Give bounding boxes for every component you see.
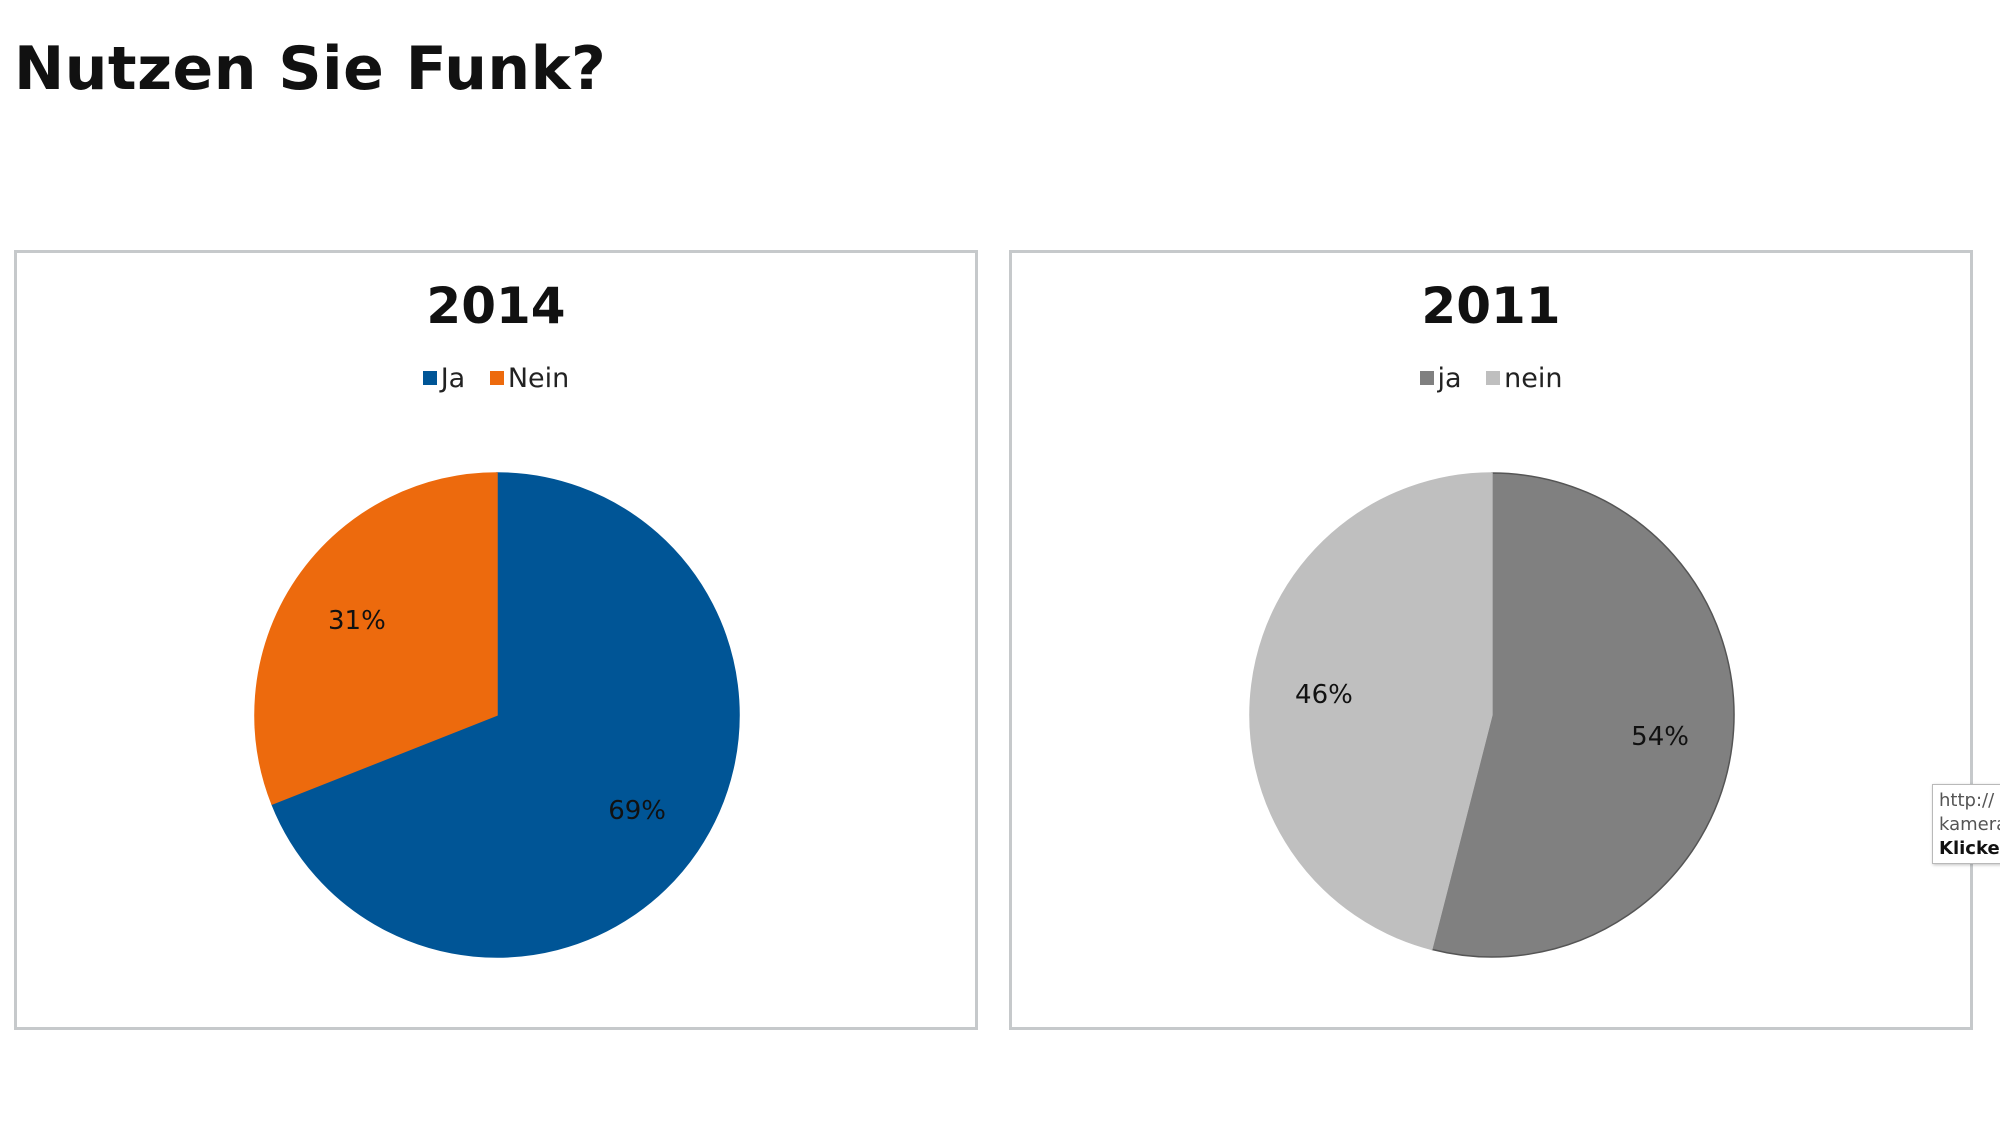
chart-panel-2014: 2014 Ja Nein 69% 31% [14,250,978,1030]
pie-slice-nein [254,472,498,806]
data-label-ja: 69% [608,796,666,826]
data-label-nein: 46% [1295,680,1353,710]
tooltip-line: Klicken [1939,838,2000,859]
legend-item-ja: ja [1419,363,1462,394]
pie-chart-2014: 69% 31% [254,472,740,958]
legend-item-ja: Ja [422,363,466,394]
tooltip-line: kamera [1939,814,2000,835]
link-tooltip: http:// kamera Klicken [1932,784,2000,864]
legend-swatch-icon [1419,370,1434,385]
legend-label: Ja [440,363,466,394]
legend-label: Nein [507,363,570,394]
chart-legend: ja nein [1012,363,1970,394]
pie-slice-ja [271,472,740,958]
data-label-ja: 54% [1631,722,1689,752]
legend-label: nein [1504,363,1563,394]
chart-title: 2014 [426,277,566,335]
legend-item-nein: nein [1486,363,1562,394]
pie-slice-ja [1430,472,1735,958]
pie-chart-2011: 54% 46% [1249,472,1735,958]
tooltip-line: http:// [1939,790,1995,811]
chart-legend: Ja Nein [17,363,975,394]
data-label-nein: 31% [328,606,386,636]
chart-title: 2011 [1421,277,1561,335]
legend-label: ja [1437,363,1462,394]
pie-slice-nein [1249,472,1493,951]
legend-swatch-icon [422,370,437,385]
legend-swatch-icon [489,370,504,385]
legend-swatch-icon [1486,370,1501,385]
chart-panel-2011: 2011 ja nein 54% 46% [1009,250,1973,1030]
legend-item-nein: Nein [489,363,570,394]
page-title: Nutzen Sie Funk? [14,34,607,104]
